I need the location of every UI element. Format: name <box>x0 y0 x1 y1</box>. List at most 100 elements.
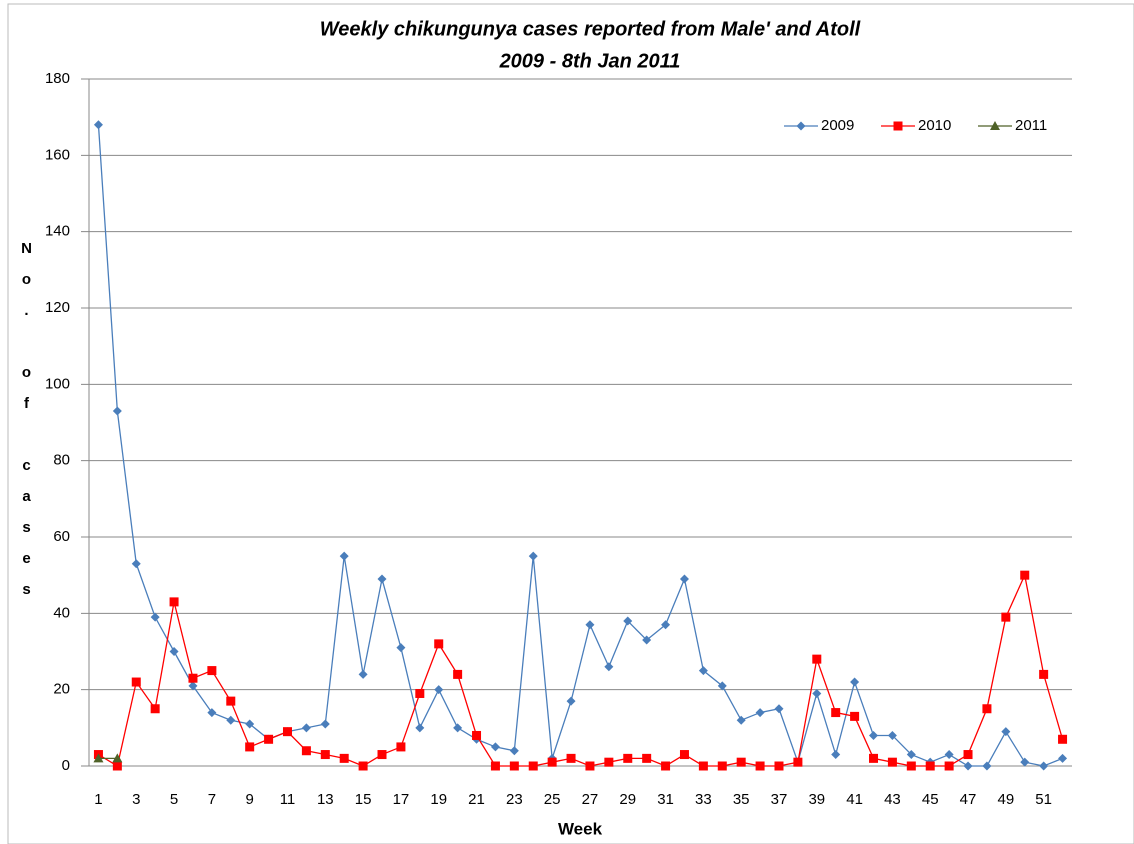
marker <box>1039 669 1049 679</box>
marker <box>812 654 822 664</box>
marker <box>963 750 973 760</box>
marker <box>509 761 519 771</box>
x-tick-label: 17 <box>393 791 410 808</box>
legend-marker <box>893 121 903 131</box>
marker <box>944 761 954 771</box>
marker <box>207 708 217 718</box>
marker <box>679 574 689 584</box>
x-tick-label: 33 <box>695 791 712 808</box>
marker <box>528 761 538 771</box>
marker <box>717 761 727 771</box>
marker <box>358 669 368 679</box>
y-tick-label: 180 <box>45 70 70 87</box>
y-tick-label: 160 <box>45 146 70 163</box>
marker <box>774 704 784 714</box>
marker <box>169 647 179 656</box>
x-tick-label: 11 <box>280 791 296 808</box>
marker <box>812 688 822 698</box>
legend-label: 2010 <box>918 117 951 134</box>
legend-marker <box>990 121 1000 130</box>
marker <box>1058 734 1068 744</box>
marker <box>245 719 255 729</box>
y-tick-label: 100 <box>45 375 70 392</box>
marker <box>831 750 841 760</box>
marker <box>112 753 123 763</box>
x-tick-label: 9 <box>246 791 254 808</box>
chart-title: Weekly chikungunya cases reported from M… <box>320 18 861 40</box>
marker <box>112 406 122 416</box>
marker <box>264 734 274 744</box>
y-tick-label: 40 <box>53 604 70 621</box>
marker <box>131 677 141 687</box>
marker <box>793 757 803 767</box>
marker <box>1001 727 1011 737</box>
series-line <box>97 124 1063 767</box>
marker <box>547 757 557 767</box>
marker <box>736 715 746 725</box>
x-tick-label: 45 <box>922 791 939 808</box>
marker <box>944 750 954 760</box>
legend-label: 2009 <box>821 117 854 134</box>
y-tick-label: 60 <box>53 528 70 545</box>
marker <box>604 757 614 767</box>
marker <box>566 753 576 763</box>
x-tick-label: 43 <box>884 791 901 808</box>
marker <box>623 753 633 763</box>
marker <box>661 761 671 771</box>
x-tick-label: 19 <box>430 791 447 808</box>
marker <box>1039 761 1049 771</box>
marker <box>642 753 652 763</box>
x-tick-label: 25 <box>544 791 561 808</box>
x-tick-label: 41 <box>846 791 863 808</box>
marker <box>339 551 349 561</box>
marker <box>661 620 671 630</box>
marker <box>850 711 860 721</box>
marker <box>1001 612 1011 622</box>
marker <box>755 708 765 718</box>
x-tick-label: 29 <box>619 791 636 808</box>
marker <box>774 761 784 771</box>
x-tick-label: 31 <box>657 791 674 808</box>
x-tick-label: 7 <box>208 791 216 808</box>
chart-subtitle: 2009 - 8th Jan 2011 <box>499 50 681 72</box>
marker <box>188 681 198 691</box>
marker <box>453 723 463 733</box>
marker <box>869 730 879 740</box>
marker <box>982 704 992 714</box>
marker <box>831 708 841 718</box>
marker <box>282 727 292 737</box>
marker <box>850 677 860 687</box>
x-tick-label: 5 <box>170 791 178 808</box>
marker <box>887 730 897 740</box>
x-tick-label: 35 <box>733 791 750 808</box>
marker <box>434 639 444 649</box>
marker <box>188 673 198 683</box>
y-axis-label: No. of cases <box>18 240 35 612</box>
x-tick-label: 15 <box>355 791 372 808</box>
marker <box>112 761 122 771</box>
marker <box>169 597 179 607</box>
marker <box>93 753 104 763</box>
marker <box>301 723 311 733</box>
marker <box>415 723 425 733</box>
marker <box>585 761 595 771</box>
x-tick-label: 49 <box>997 791 1014 808</box>
y-tick-label: 0 <box>62 757 70 774</box>
marker <box>226 715 236 725</box>
marker <box>93 120 103 130</box>
marker <box>585 620 595 630</box>
y-tick-label: 80 <box>53 452 70 469</box>
marker <box>245 742 255 752</box>
marker <box>717 681 727 691</box>
x-axis-label: Week <box>558 819 603 838</box>
marker <box>906 750 916 760</box>
marker <box>434 685 444 695</box>
marker <box>869 753 879 763</box>
legend-label: 2011 <box>1015 117 1047 134</box>
marker <box>1020 757 1030 767</box>
marker <box>925 761 935 771</box>
marker <box>377 750 387 760</box>
marker <box>698 761 708 771</box>
series-line <box>98 573 1064 768</box>
